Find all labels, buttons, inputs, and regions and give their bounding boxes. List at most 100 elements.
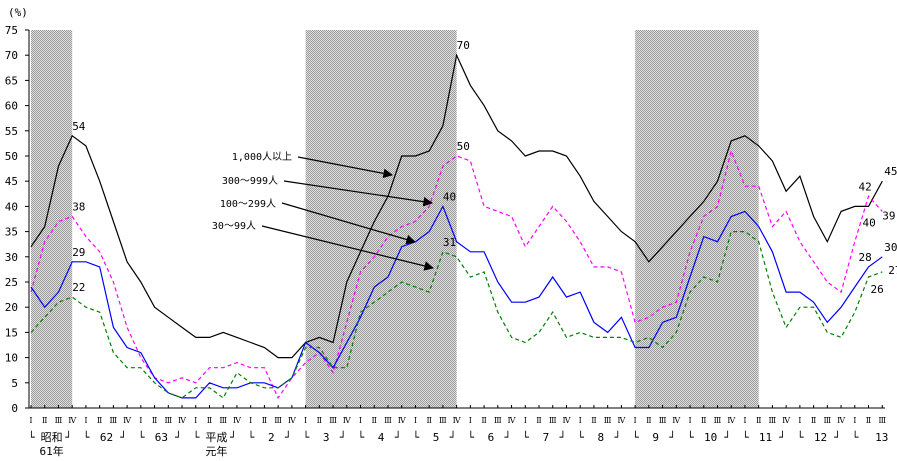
quarter-label: Ⅲ [164, 416, 172, 425]
quarter-label: Ⅰ [634, 416, 637, 425]
legend-arrow [297, 156, 393, 179]
quarter-label: Ⅳ [562, 416, 571, 425]
y-tick-label: 5 [11, 377, 18, 390]
year-bracket-open: └ [193, 430, 200, 444]
legend-annotations: 1,000人以上 300～999人 100～299人 30～99人 [212, 151, 434, 271]
quarter-label: Ⅱ [591, 416, 596, 425]
quarter-label: Ⅰ [304, 416, 307, 425]
data-label: 70 [457, 39, 470, 52]
shaded-period [305, 30, 457, 408]
quarter-label: Ⅲ [329, 416, 337, 425]
quarter-label: Ⅲ [604, 416, 612, 425]
data-label: 30 [884, 241, 897, 254]
quarter-label: Ⅱ [42, 416, 47, 425]
quarter-label: Ⅰ [359, 416, 362, 425]
year-label-line2: 元年 [205, 444, 227, 458]
quarter-label: Ⅱ [646, 416, 651, 425]
year-label-line2: 61年 [39, 444, 63, 458]
year-bracket-open: └ [522, 430, 529, 444]
year-bracket-close: ┘ [340, 430, 347, 444]
legend-arrow [283, 180, 433, 207]
series-line-1 [30, 149, 883, 400]
y-tick-label: 20 [5, 301, 18, 314]
quarter-label: Ⅳ [727, 416, 736, 425]
data-label: 38 [72, 200, 85, 213]
quarter-label: Ⅱ [481, 416, 486, 425]
year-label: 平成 [205, 431, 227, 444]
legend-arrow [281, 202, 416, 245]
quarter-label: Ⅳ [508, 416, 517, 425]
year-label: 7 [543, 431, 550, 444]
year-bracket-open: └ [687, 430, 694, 444]
data-label: 27 [888, 264, 897, 277]
quarter-label: Ⅳ [782, 416, 791, 425]
year-bracket-close: ┘ [614, 430, 621, 444]
quarter-label: Ⅲ [714, 416, 722, 425]
legend-label: 100～299人 [220, 198, 276, 210]
data-label: 45 [884, 165, 897, 178]
year-label: 9 [652, 431, 659, 444]
quarter-label: Ⅲ [494, 416, 502, 425]
quarter-label: Ⅲ [384, 416, 392, 425]
year-bracket-close: ┘ [120, 430, 127, 444]
data-label: 42 [859, 180, 872, 193]
year-label: 8 [597, 431, 604, 444]
quarter-label: Ⅰ [798, 416, 801, 425]
y-tick-label: 65 [5, 74, 18, 87]
data-label: 31 [443, 236, 456, 249]
year-label: 5 [433, 431, 440, 444]
quarter-label: Ⅱ [866, 416, 871, 425]
shaded-periods [31, 30, 759, 408]
data-label: 22 [72, 281, 85, 294]
year-label: 11 [759, 431, 772, 444]
y-tick-label: 45 [5, 175, 18, 188]
data-label: 39 [882, 209, 895, 222]
quarter-label: Ⅱ [536, 416, 541, 425]
quarter-label: Ⅰ [524, 416, 527, 425]
year-label: 3 [323, 431, 330, 444]
year-bracket-close: ┘ [395, 430, 402, 444]
y-tick-label: 60 [5, 100, 18, 113]
quarter-label: Ⅱ [207, 416, 212, 425]
quarter-label: Ⅲ [769, 416, 777, 425]
y-tick-label: 55 [5, 125, 18, 138]
y-unit-label: (%) [8, 6, 28, 19]
year-label: 62 [100, 431, 113, 444]
quarter-label: Ⅰ [743, 416, 746, 425]
quarter-label: Ⅰ [249, 416, 252, 425]
legend-label: 300～999人 [222, 175, 278, 187]
year-bracket-close: ┘ [559, 430, 566, 444]
quarter-label: Ⅳ [453, 416, 462, 425]
y-tick-label: 40 [5, 200, 18, 213]
quarter-label: Ⅳ [617, 416, 626, 425]
quarter-label: Ⅱ [701, 416, 706, 425]
year-bracket-open: └ [577, 430, 584, 444]
y-tick-label: 0 [11, 402, 18, 415]
quarter-label: Ⅳ [233, 416, 242, 425]
year-label: 63 [155, 431, 168, 444]
year-bracket-close: ┘ [175, 430, 182, 444]
data-label: 29 [72, 246, 85, 259]
quarter-label: Ⅱ [317, 416, 322, 425]
quarter-label: Ⅰ [414, 416, 417, 425]
y-tick-label: 10 [5, 352, 18, 365]
y-tick-label: 25 [5, 276, 18, 289]
shaded-period [31, 30, 73, 408]
quarter-label: Ⅰ [853, 416, 856, 425]
quarter-label: Ⅳ [672, 416, 681, 425]
data-label: 28 [859, 251, 872, 264]
year-label: 6 [488, 431, 495, 444]
quarter-label: Ⅳ [343, 416, 352, 425]
quarter-label: Ⅳ [837, 416, 846, 425]
year-bracket-close: ┘ [834, 430, 841, 444]
quarter-label: Ⅲ [110, 416, 118, 425]
year-bracket-open: └ [742, 430, 749, 444]
quarter-label: Ⅲ [439, 416, 447, 425]
series-line-0 [30, 53, 883, 359]
year-label: 2 [268, 431, 275, 444]
quarter-label: Ⅱ [152, 416, 157, 425]
data-labels: 54 70 40 45 38 50 42 39 29 40 28 30 22 31 26 27 [72, 39, 897, 296]
year-bracket-close: ┘ [450, 430, 457, 444]
